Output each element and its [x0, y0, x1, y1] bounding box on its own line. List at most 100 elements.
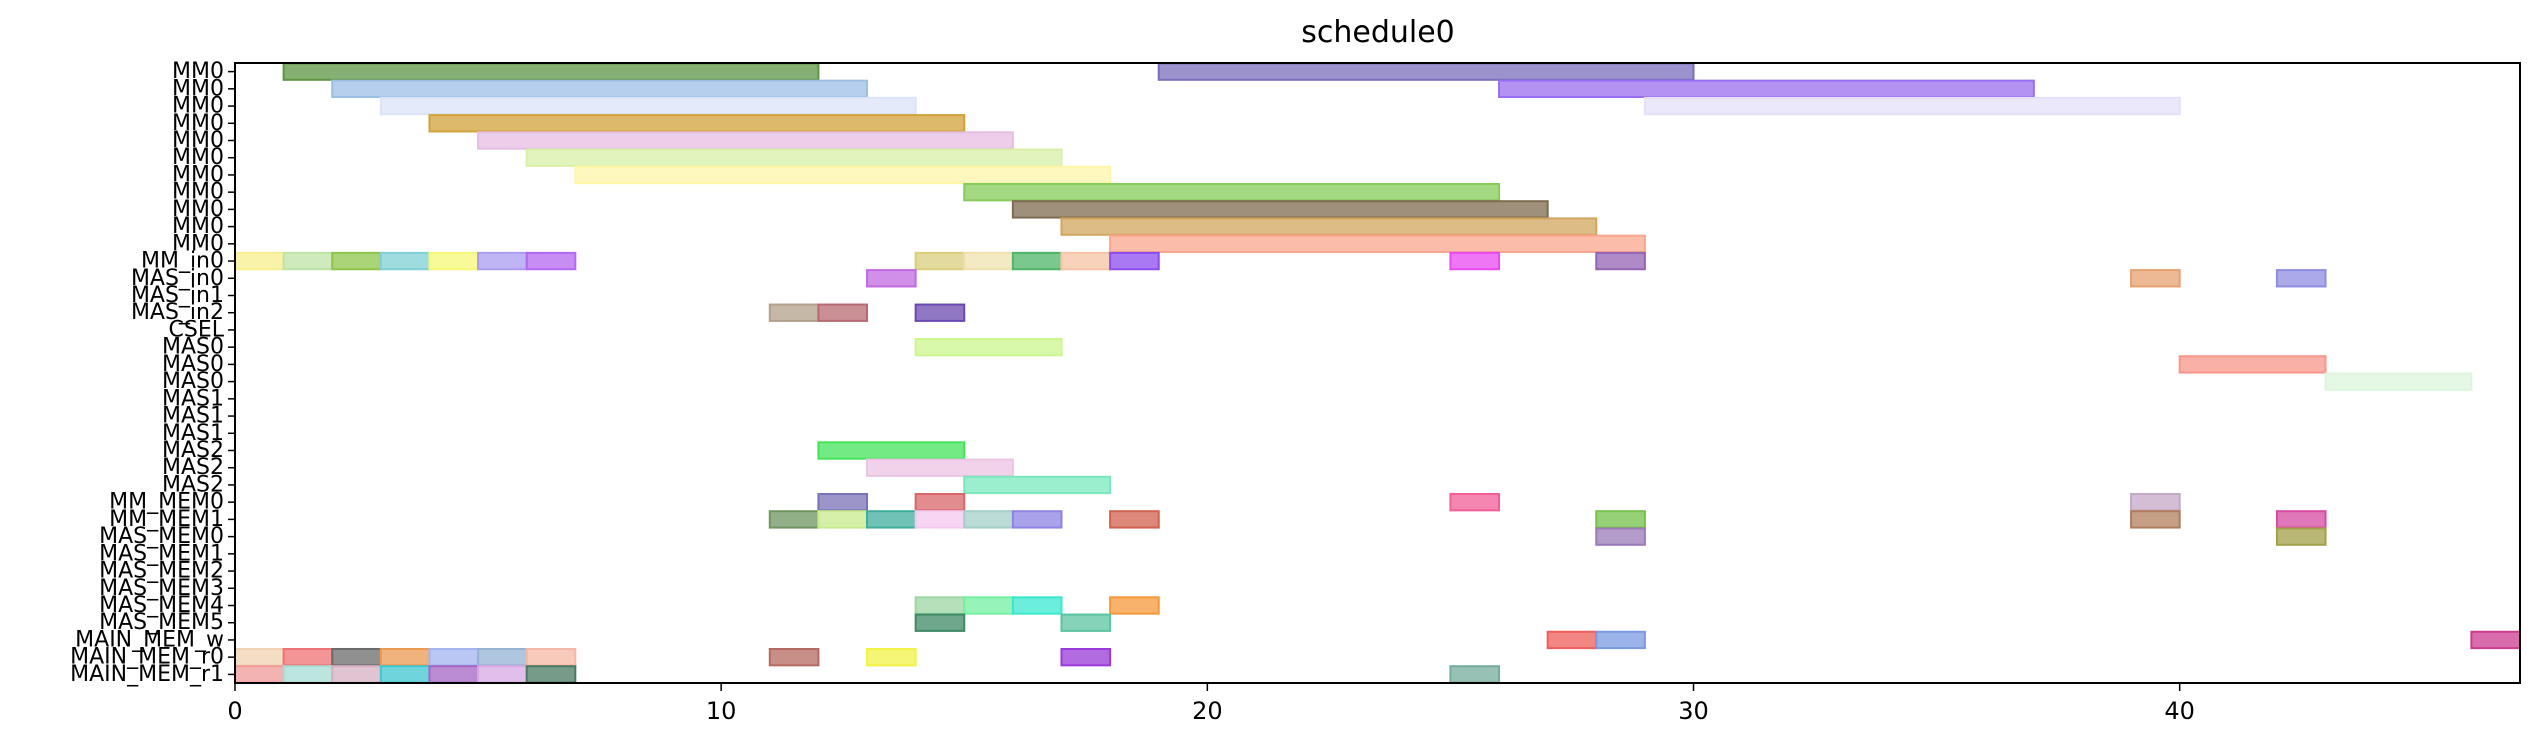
task-bar: [2275, 527, 2327, 546]
row-label: MAS0: [162, 369, 224, 394]
task-bar: [234, 647, 285, 667]
task-bar: [963, 182, 1501, 202]
row-label: MAS2: [162, 472, 224, 497]
plot-frame: [234, 62, 2521, 684]
task-bar: [379, 96, 917, 116]
task-bar: [282, 665, 334, 684]
task-bar: [1011, 251, 1063, 271]
task-bar: [817, 441, 966, 460]
task-bar: [1643, 96, 2181, 116]
row-label: CSEL: [169, 317, 225, 342]
task-bar: [477, 665, 528, 684]
row-label: MM0: [172, 162, 224, 187]
task-bar: [914, 613, 966, 632]
task-bar: [282, 62, 820, 81]
task-bar: [1595, 510, 1646, 529]
task-bar: [477, 647, 528, 667]
task-bar: [914, 251, 966, 271]
task-bar: [234, 665, 285, 684]
task-bar: [379, 647, 431, 667]
row-label: MM_MEM0: [109, 490, 224, 515]
task-bar: [1011, 510, 1063, 529]
task-bar: [914, 596, 966, 615]
task-bar: [1595, 630, 1646, 650]
task-bar: [574, 165, 1112, 185]
task-bar: [963, 475, 1112, 495]
task-bar: [768, 510, 820, 529]
task-bar: [1449, 251, 1501, 271]
task-bar: [2178, 355, 2327, 374]
row-label: MM0: [172, 59, 224, 84]
task-bar: [1060, 613, 1112, 632]
row-label: MAIN_MEM_r0: [70, 645, 224, 670]
task-bar: [914, 337, 1063, 357]
task-bar: [768, 647, 820, 667]
row-label: MAS_in1: [131, 283, 224, 308]
task-bar: [1595, 527, 1646, 546]
task-bar: [379, 251, 431, 271]
task-bar: [331, 79, 869, 99]
task-bar: [331, 251, 382, 271]
task-bar: [2275, 269, 2327, 288]
task-bar: [1060, 647, 1112, 667]
row-label: MM0: [172, 180, 224, 205]
task-bar: [963, 251, 1014, 271]
task-bar: [1157, 62, 1695, 81]
task-bar: [2130, 492, 2181, 512]
task-bar: [1449, 665, 1501, 684]
task-bar: [525, 665, 577, 684]
task-bar: [1546, 630, 1598, 650]
task-bar: [866, 510, 917, 529]
row-label: MAS0: [162, 352, 224, 377]
task-bar: [525, 647, 577, 667]
task-bar: [1060, 217, 1598, 236]
row-label: MM0: [172, 214, 224, 239]
task-bar: [866, 458, 1014, 477]
task-bar: [963, 596, 1014, 615]
task-bar: [2130, 510, 2181, 529]
task-bar: [768, 303, 820, 322]
row-label: MM0: [172, 94, 224, 119]
task-bar: [1498, 79, 2035, 99]
row-label: MAS_MEM0: [99, 524, 224, 549]
row-label: MAIN_MEM_w: [75, 627, 224, 652]
task-bar: [2275, 510, 2327, 529]
task-bar: [477, 251, 528, 271]
task-bar: [963, 510, 1014, 529]
task-bar: [817, 510, 869, 529]
x-tick-label: 0: [227, 697, 242, 725]
x-axis: 0 10 20 30 40: [227, 683, 2195, 725]
row-label: MM_MEM1: [109, 507, 224, 532]
row-label: MAS_MEM5: [99, 610, 224, 635]
chart-title: schedule0: [1301, 15, 1455, 50]
row-label: MM0: [172, 231, 224, 256]
row-label: MM0: [172, 76, 224, 101]
task-bar: [1060, 251, 1112, 271]
row-label: MAS_MEM2: [99, 559, 224, 584]
task-bar: [817, 303, 869, 322]
task-bar: [282, 647, 334, 667]
row-label: MAS2: [162, 455, 224, 480]
task-bar: [1109, 251, 1160, 271]
task-bar: [866, 647, 917, 667]
task-bar: [914, 492, 966, 512]
task-bar: [525, 251, 577, 271]
row-label: MAIN_MEM_r1: [70, 662, 224, 687]
task-bar: [331, 665, 382, 684]
task-bar: [234, 251, 285, 271]
task-bar: [1011, 596, 1063, 615]
task-bar: [914, 510, 966, 529]
x-tick-label: 20: [1192, 697, 1223, 725]
task-bar: [1011, 200, 1549, 219]
x-tick-label: 30: [1678, 697, 1709, 725]
task-bar: [914, 303, 966, 322]
task-bar: [1449, 492, 1501, 512]
row-label: MAS1: [162, 404, 224, 429]
row-label: MM0: [172, 197, 224, 222]
row-label: MAS_in2: [131, 300, 224, 325]
task-bar: [477, 131, 1014, 150]
task-bar: [1109, 234, 1646, 254]
task-bar: [428, 251, 480, 271]
task-bar: [1109, 510, 1160, 529]
